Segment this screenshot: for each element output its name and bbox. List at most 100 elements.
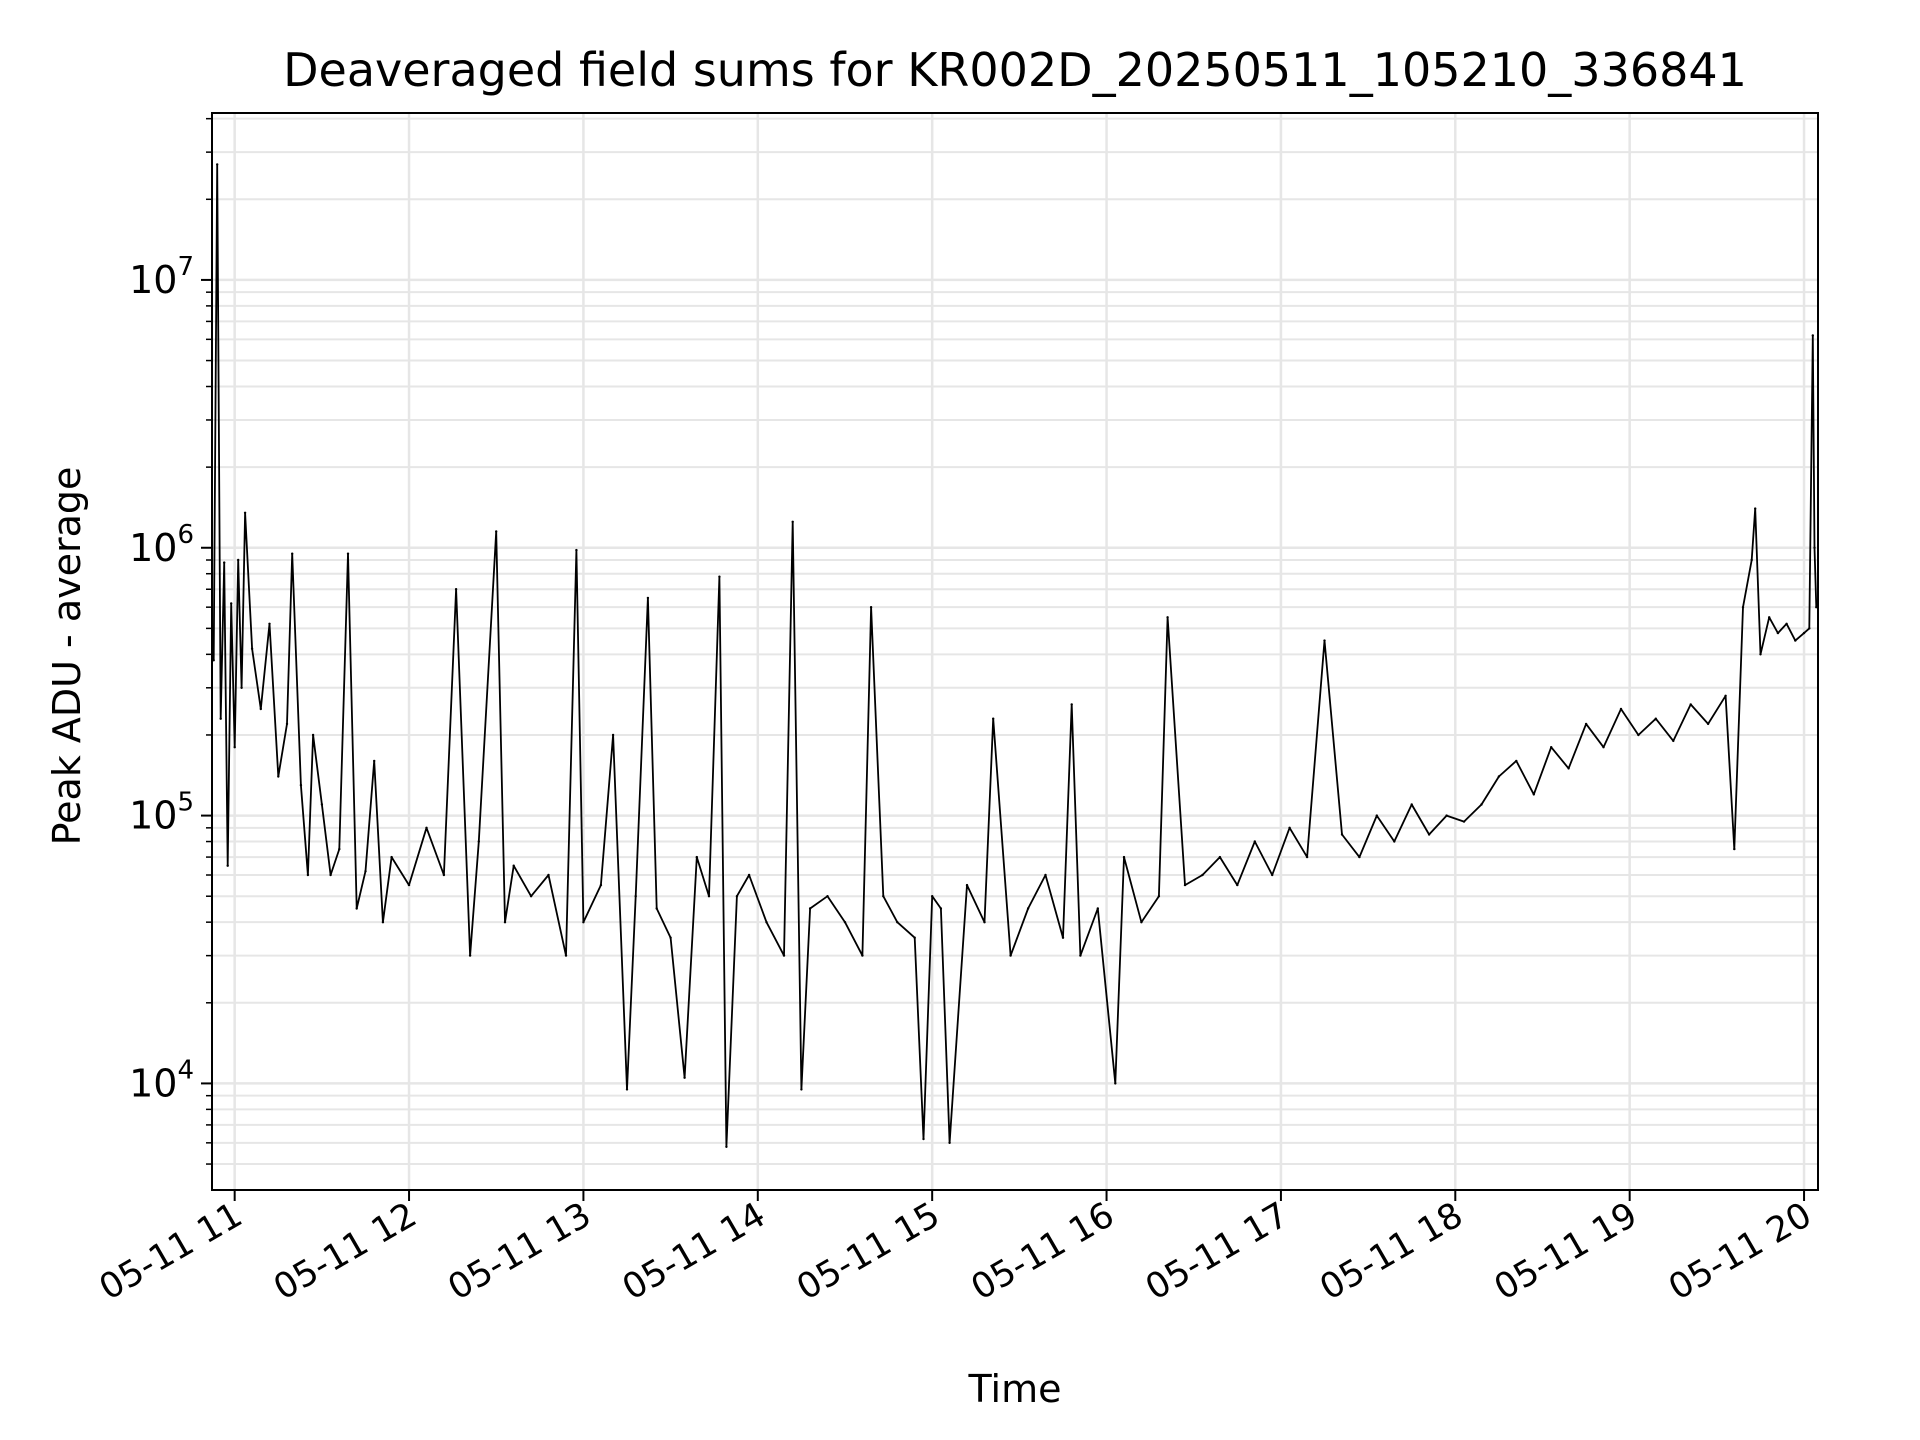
data-point (250, 647, 254, 650)
data-point (1768, 616, 1771, 619)
data-point (1724, 694, 1727, 697)
data-point (329, 873, 332, 877)
data-point (1802, 631, 1806, 635)
data-point (735, 895, 739, 898)
data-point (381, 921, 385, 924)
data-point (939, 907, 943, 910)
data-point (259, 707, 262, 711)
data-point (407, 883, 411, 887)
data-point (1288, 826, 1291, 829)
data-point (219, 717, 222, 720)
data-point (1271, 873, 1274, 877)
data-point (718, 575, 721, 578)
data-point (1619, 707, 1623, 711)
data-point (1689, 703, 1692, 706)
data-point (503, 921, 507, 924)
data-point (1672, 739, 1675, 743)
data-point (983, 921, 986, 924)
y-axis: 104 105 106 107 (129, 117, 212, 1165)
data-point (547, 873, 550, 877)
data-point (1427, 833, 1431, 836)
data-point (1044, 873, 1047, 877)
data-point (512, 864, 515, 867)
data-point (808, 907, 812, 910)
data-point (1079, 954, 1082, 957)
data-point (237, 558, 240, 562)
data-point (1750, 558, 1753, 562)
data-point (1410, 803, 1413, 806)
data-point (1070, 703, 1073, 706)
data-point (1808, 627, 1811, 630)
chart-title: Deaveraged field sums for KR002D_2025051… (283, 43, 1747, 97)
data-point (226, 864, 229, 867)
data-point (477, 840, 480, 843)
plot-frame (211, 112, 1819, 1191)
data-point (1637, 733, 1640, 737)
data-point (230, 602, 233, 605)
y-axis-label: Peak ADU - average (45, 467, 89, 846)
data-point (992, 717, 995, 720)
y-tick-label: 107 (129, 252, 194, 302)
grid-major (212, 113, 1818, 1190)
data-point (1550, 746, 1553, 749)
data-point (495, 530, 498, 533)
data-point (1811, 334, 1815, 337)
data-point (299, 783, 303, 787)
data-point (1183, 883, 1187, 887)
data-point (355, 907, 358, 910)
series-layer (212, 163, 1818, 1149)
y-tick-label: 105 (129, 788, 194, 838)
data-point (291, 552, 294, 555)
data-point (625, 1088, 629, 1091)
data-point (1813, 546, 1816, 549)
data-point (364, 870, 367, 873)
data-point (1122, 855, 1126, 859)
data-point (212, 659, 215, 662)
y-tick-label: 104 (129, 1055, 194, 1105)
data-point (1445, 814, 1448, 817)
data-point (1393, 840, 1396, 843)
data-point (747, 873, 751, 877)
data-point (223, 561, 226, 564)
data-point (1532, 793, 1536, 796)
data-point (338, 847, 341, 851)
data-point (1567, 767, 1570, 770)
data-point (683, 1076, 686, 1079)
data-point (390, 855, 393, 859)
data-point (582, 921, 585, 924)
data-point (285, 722, 289, 726)
data-point (1114, 1082, 1117, 1085)
y-tick-label: 106 (129, 520, 194, 570)
data-point (1375, 814, 1379, 817)
data-point (1706, 722, 1710, 726)
data-point (1218, 855, 1222, 859)
data-point (529, 895, 533, 898)
data-point (425, 826, 428, 829)
data-point (373, 759, 376, 763)
data-point (896, 921, 899, 924)
data-point (669, 936, 672, 939)
data-point (1759, 653, 1762, 656)
data-point (826, 895, 829, 898)
data-point (1201, 873, 1204, 877)
data-point (233, 746, 236, 749)
data-point (948, 1141, 951, 1145)
data-point (922, 1137, 925, 1141)
data-point (695, 855, 698, 859)
data-point (1236, 883, 1239, 887)
data-point (913, 936, 916, 939)
data-point (1340, 833, 1344, 836)
data-point (240, 686, 243, 689)
data-point (1741, 606, 1745, 609)
data-point (1305, 855, 1309, 859)
data-point (320, 803, 324, 806)
data-point (306, 873, 310, 877)
data-point (575, 548, 578, 552)
data-point (707, 895, 711, 898)
data-point (646, 596, 650, 600)
data-point (869, 606, 873, 609)
data-point (1358, 855, 1361, 859)
data-point (765, 921, 768, 924)
data-point (1166, 616, 1169, 619)
